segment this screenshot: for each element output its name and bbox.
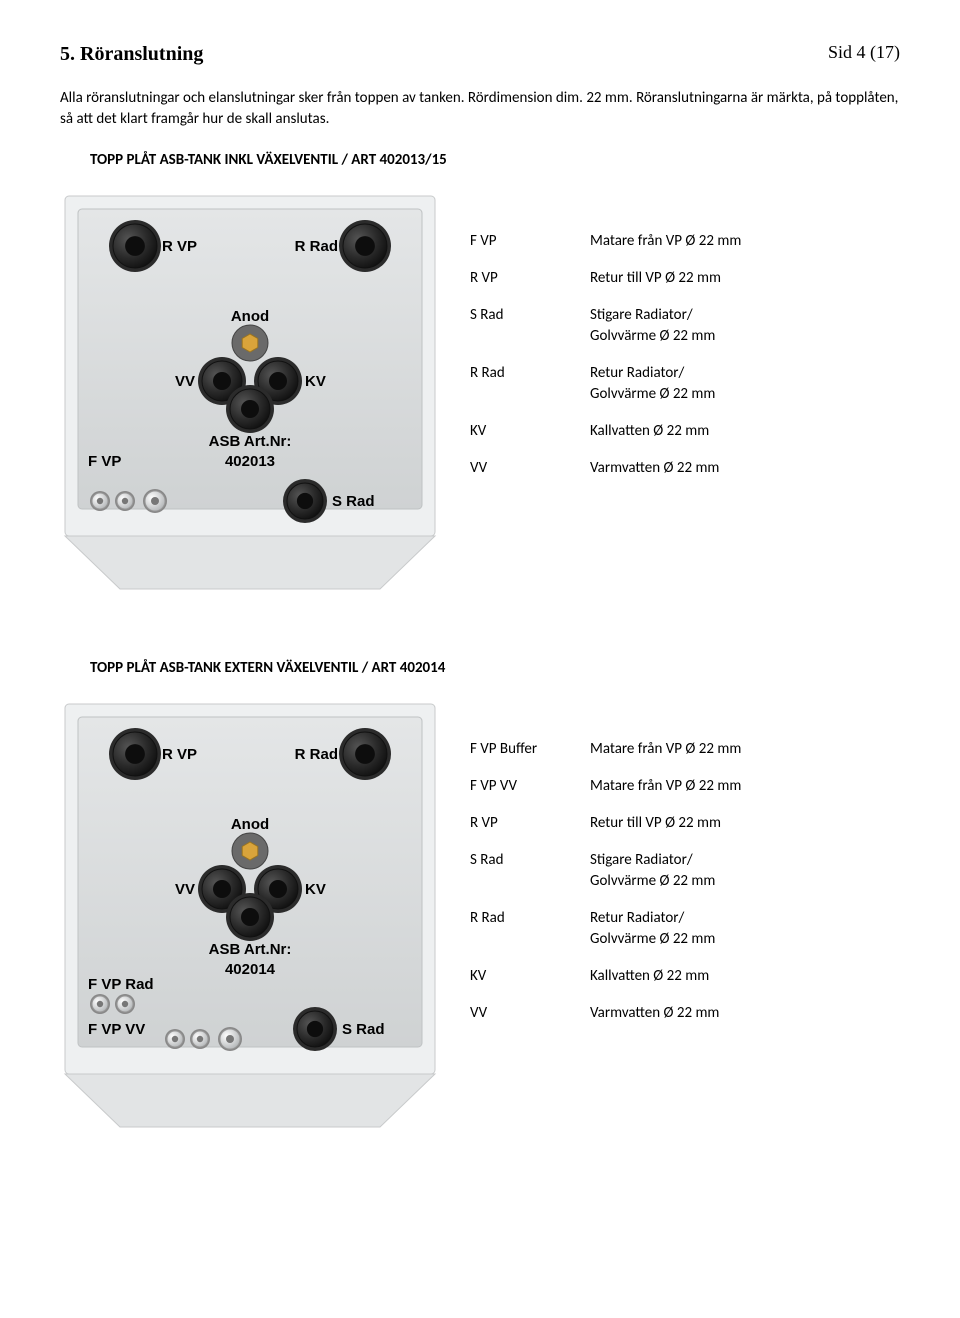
svg-text:402013: 402013 xyxy=(225,453,275,470)
plate-diagram-1: R VP R Rad Anod VV KV ASB Art.Nr: 402013 F VP S … xyxy=(60,191,440,598)
legend-row: R VPRetur till VP Ø 22 mm xyxy=(470,813,900,834)
legend-key: F VP xyxy=(470,231,590,252)
legend-row: KVKallvatten Ø 22 mm xyxy=(470,421,900,442)
svg-text:KV: KV xyxy=(305,881,326,898)
legend-row: F VPMatare från VP Ø 22 mm xyxy=(470,231,900,252)
legend-key: S Rad xyxy=(470,850,590,892)
legend-key: S Rad xyxy=(470,305,590,347)
legend-value: Varmvatten Ø 22 mm xyxy=(590,1003,900,1024)
legend-key: KV xyxy=(470,421,590,442)
svg-text:R VP: R VP xyxy=(162,746,197,763)
legend-key: F VP VV xyxy=(470,776,590,797)
legend-key: VV xyxy=(470,1003,590,1024)
block-2: R VP R Rad Anod VV KV ASB Art.Nr: 402014 F VP R… xyxy=(60,699,900,1136)
svg-text:F VP: F VP xyxy=(88,453,121,470)
legend-value: Retur Radiator/ Golvvärme Ø 22 mm xyxy=(590,908,900,950)
legend-value: Varmvatten Ø 22 mm xyxy=(590,458,900,479)
legend-value: Matare från VP Ø 22 mm xyxy=(590,739,900,760)
legend-row: R VPRetur till VP Ø 22 mm xyxy=(470,268,900,289)
legend-value: Stigare Radiator/ Golvvärme Ø 22 mm xyxy=(590,850,900,892)
svg-text:F VP VV: F VP VV xyxy=(88,1021,145,1038)
svg-text:402014: 402014 xyxy=(225,961,276,978)
legend-value: Kallvatten Ø 22 mm xyxy=(590,421,900,442)
svg-text:F VP Rad: F VP Rad xyxy=(88,976,154,993)
svg-text:R Rad: R Rad xyxy=(295,746,338,763)
subheading-2: TOPP PLÅT ASB-TANK EXTERN VÄXELVENTIL / … xyxy=(90,658,900,679)
svg-text:VV: VV xyxy=(175,881,195,898)
legend-key: VV xyxy=(470,458,590,479)
legend-value: Stigare Radiator/ Golvvärme Ø 22 mm xyxy=(590,305,900,347)
svg-text:R VP: R VP xyxy=(162,238,197,255)
svg-text:ASB Art.Nr:: ASB Art.Nr: xyxy=(209,941,292,958)
legend-key: R Rad xyxy=(470,363,590,405)
svg-text:VV: VV xyxy=(175,373,195,390)
legend-value: Retur till VP Ø 22 mm xyxy=(590,813,900,834)
page-header: 5. Röranslutning Sid 4 (17) xyxy=(60,40,900,68)
svg-text:R Rad: R Rad xyxy=(295,238,338,255)
legend-row: VVVarmvatten Ø 22 mm xyxy=(470,458,900,479)
page-indicator: Sid 4 (17) xyxy=(828,40,900,65)
legend-row: R RadRetur Radiator/ Golvvärme Ø 22 mm xyxy=(470,908,900,950)
legend-key: F VP Buffer xyxy=(470,739,590,760)
section-heading: 5. Röranslutning xyxy=(60,40,203,68)
svg-text:S Rad: S Rad xyxy=(342,1021,385,1038)
svg-text:Anod: Anod xyxy=(231,308,269,325)
svg-text:Anod: Anod xyxy=(231,816,269,833)
section-title: Röranslutning xyxy=(80,43,203,65)
legend-value: Kallvatten Ø 22 mm xyxy=(590,966,900,987)
legend-1: F VPMatare från VP Ø 22 mmR VPRetur till… xyxy=(470,231,900,495)
plate-diagram-2: R VP R Rad Anod VV KV ASB Art.Nr: 402014 F VP R… xyxy=(60,699,440,1136)
intro-paragraph: Alla röranslutningar och elanslutningar … xyxy=(60,88,900,130)
legend-row: VVVarmvatten Ø 22 mm xyxy=(470,1003,900,1024)
legend-key: KV xyxy=(470,966,590,987)
legend-row: F VP VVMatare från VP Ø 22 mm xyxy=(470,776,900,797)
section-number: 5. xyxy=(60,43,75,65)
legend-value: Retur till VP Ø 22 mm xyxy=(590,268,900,289)
legend-key: R VP xyxy=(470,268,590,289)
legend-row: R RadRetur Radiator/ Golvvärme Ø 22 mm xyxy=(470,363,900,405)
svg-text:KV: KV xyxy=(305,373,326,390)
legend-2: F VP BufferMatare från VP Ø 22 mmF VP VV… xyxy=(470,739,900,1040)
legend-row: KVKallvatten Ø 22 mm xyxy=(470,966,900,987)
legend-value: Matare från VP Ø 22 mm xyxy=(590,776,900,797)
legend-key: R VP xyxy=(470,813,590,834)
legend-value: Retur Radiator/ Golvvärme Ø 22 mm xyxy=(590,363,900,405)
legend-row: F VP BufferMatare från VP Ø 22 mm xyxy=(470,739,900,760)
legend-row: S RadStigare Radiator/ Golvvärme Ø 22 mm xyxy=(470,305,900,347)
subheading-1: TOPP PLÅT ASB-TANK INKL VÄXELVENTIL / AR… xyxy=(90,150,900,171)
svg-text:S Rad: S Rad xyxy=(332,493,375,510)
block-1: R VP R Rad Anod VV KV ASB Art.Nr: 402013 F VP S … xyxy=(60,191,900,598)
svg-text:ASB Art.Nr:: ASB Art.Nr: xyxy=(209,433,292,450)
legend-value: Matare från VP Ø 22 mm xyxy=(590,231,900,252)
legend-row: S RadStigare Radiator/ Golvvärme Ø 22 mm xyxy=(470,850,900,892)
legend-key: R Rad xyxy=(470,908,590,950)
